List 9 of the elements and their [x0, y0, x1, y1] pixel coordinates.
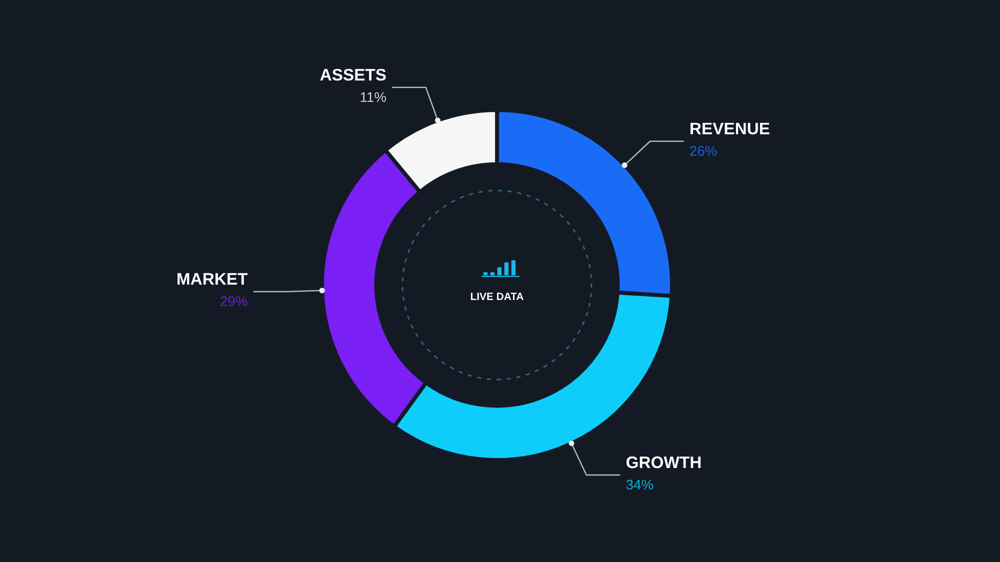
data-label: 26% [690, 146, 717, 156]
data-label: 34% [626, 480, 654, 490]
text: LIVE DATA [470, 292, 524, 300]
data-label: 11% [360, 92, 386, 102]
slice-label: ASSETS [320, 68, 386, 81]
data-label: 29% [220, 296, 248, 306]
slice-label: MARKET [178, 273, 248, 285]
slice-label: REVENUE [690, 122, 770, 134]
slice-label: GROWTH [626, 456, 701, 468]
